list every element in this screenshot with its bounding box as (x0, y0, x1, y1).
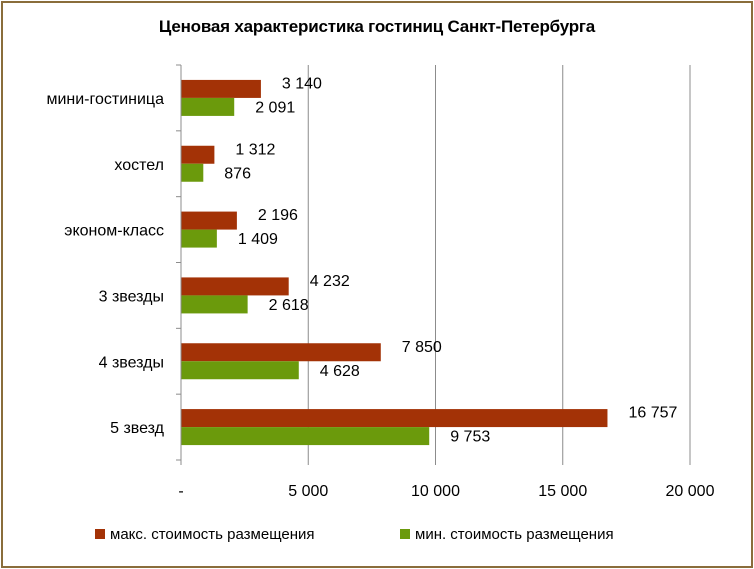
data-label: 1 409 (238, 231, 278, 248)
bar-max (181, 145, 215, 164)
bar-min (181, 163, 204, 182)
x-tick-label: 20 000 (666, 483, 715, 500)
axes (176, 64, 691, 465)
bars (181, 79, 608, 446)
data-label: 2 618 (269, 297, 309, 314)
category-label: 5 звезд (110, 420, 165, 437)
legend-label-max: макс. стоимость размещения (110, 526, 315, 543)
gridlines (307, 65, 691, 460)
category-label: эконом-класс (64, 223, 164, 240)
bar-max (181, 277, 289, 296)
legend-label-min: мин. стоимость размещения (415, 526, 614, 543)
x-tick-label: 10 000 (411, 483, 460, 500)
data-label: 4 628 (320, 363, 360, 380)
data-label: 7 850 (402, 339, 442, 356)
category-label: хостел (114, 157, 164, 174)
bar-min (181, 229, 217, 248)
x-tick-label: 15 000 (538, 483, 587, 500)
bar-min (181, 361, 299, 380)
data-label: 2 196 (258, 207, 298, 224)
legend: макс. стоимость размещения мин. стоимость… (95, 526, 614, 543)
data-label: 9 753 (450, 429, 490, 446)
data-label: 876 (224, 165, 251, 182)
data-label: 3 140 (282, 75, 322, 92)
category-label: 3 звезды (99, 288, 164, 305)
legend-swatch-min (400, 529, 410, 539)
chart-title: Ценовая характеристика гостиниц Санкт-Пе… (158, 17, 596, 36)
data-label: 2 091 (255, 99, 295, 116)
bar-min (181, 97, 235, 116)
bar-max (181, 343, 381, 362)
x-tick-label: - (178, 483, 183, 500)
category-label: 4 звезды (99, 354, 164, 371)
legend-swatch-max (95, 529, 105, 539)
labels: - 5 000 10 000 15 000 20 000 мини-гостиница 3 … (46, 75, 714, 500)
bar-max (181, 409, 608, 428)
category-label: мини-гостиница (46, 91, 164, 108)
bar-max (181, 79, 261, 98)
bar-max (181, 211, 237, 230)
bar-min (181, 427, 430, 446)
data-label: 1 312 (235, 141, 275, 158)
bar-min (181, 295, 248, 314)
x-tick-label: 5 000 (288, 483, 328, 500)
data-label: 16 757 (628, 405, 677, 422)
data-label: 4 232 (310, 273, 350, 290)
